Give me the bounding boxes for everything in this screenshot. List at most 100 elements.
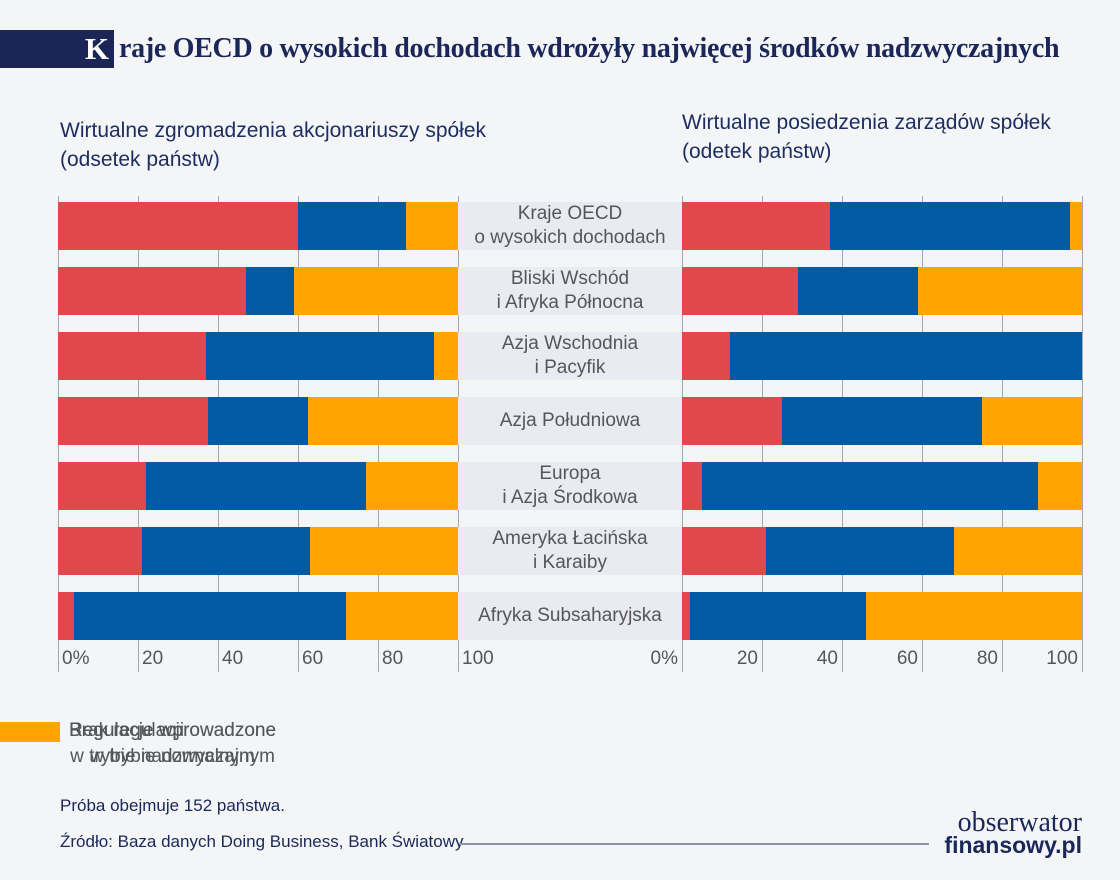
- left-chart-title-line1: Wirtualne zgromadzenia akcjonariuszy spó…: [60, 119, 487, 142]
- bar-segment: [58, 267, 246, 315]
- bar-row: [682, 332, 1082, 380]
- axis-tick-label: 20: [142, 648, 164, 669]
- bar-segment: [866, 592, 1082, 640]
- legend-item-no-regulations: Brak regulacji: [0, 718, 184, 744]
- footer-divider: [459, 843, 929, 845]
- axis-tick-label: 100: [1046, 648, 1078, 669]
- bar-segment: [682, 397, 782, 445]
- bar-segment: [58, 202, 298, 250]
- obserwator-finansowy-logo: obserwator finansowy.pl: [944, 807, 1082, 857]
- bar-segment: [58, 592, 74, 640]
- left-chart-title: Wirtualne zgromadzenia akcjonariuszy spó…: [60, 116, 486, 174]
- bar-segment: [1038, 462, 1082, 510]
- bar-segment: [682, 527, 766, 575]
- logo-line1: obserwator: [957, 807, 1082, 838]
- bar-segment: [918, 267, 1082, 315]
- bar-segment: [798, 267, 918, 315]
- category-label: Bliski Wschód i Afryka Północna: [458, 267, 682, 315]
- bar-segment: [74, 592, 346, 640]
- category-label-line: Europa: [539, 463, 601, 484]
- category-label: Azja Wschodnia i Pacyfik: [458, 332, 682, 380]
- bar-segment: [682, 462, 702, 510]
- bar-segment: [682, 267, 798, 315]
- axis-tick-label: 60: [896, 648, 918, 669]
- legend-swatch-orange: [0, 722, 60, 742]
- category-label-line: Azja Wschodnia: [501, 333, 639, 354]
- category-label: Ameryka Łacińska i Karaiby: [458, 527, 682, 575]
- bar-segment: [346, 592, 458, 640]
- category-label-line: i Afryka Północna: [496, 292, 644, 313]
- bar-segment: [1070, 202, 1082, 250]
- bar-segment: [406, 202, 458, 250]
- category-label: Europa i Azja Środkowa: [458, 462, 682, 510]
- bar-segment: [146, 462, 366, 510]
- bar-segment: [308, 397, 458, 445]
- category-label-line: Ameryka Łacińska: [492, 528, 648, 549]
- legend-label: Regulacje wprowadzone w trybie nadzwycza…: [69, 720, 277, 767]
- grid-line: [1082, 196, 1083, 672]
- bar-segment: [294, 267, 458, 315]
- category-label-line: Afryka Subsaharyjska: [478, 605, 662, 626]
- axis-tick-label: 0%: [650, 648, 678, 669]
- bar-segment: [730, 332, 1082, 380]
- bar-row: [58, 527, 458, 575]
- category-label-line: Kraje OECD: [517, 203, 623, 224]
- bar-row: [682, 527, 1082, 575]
- stacked-bar-chart: 0% 20 40 60 80 100 0% 20 40 60 80 100 Kraje OECD o wy…: [58, 196, 1083, 672]
- bar-segment: [58, 397, 208, 445]
- axis-tick-label: 100: [462, 648, 494, 669]
- bar-row: [682, 267, 1082, 315]
- bar-segment: [982, 397, 1082, 445]
- category-label-line: Bliski Wschód: [510, 268, 630, 289]
- right-chart-title-line2: (odetek państw): [682, 140, 832, 163]
- bar-segment: [208, 397, 308, 445]
- bar-segment: [766, 527, 954, 575]
- category-label: Kraje OECD o wysokich dochodach: [458, 202, 682, 250]
- bar-segment: [682, 592, 690, 640]
- bar-row: [58, 202, 458, 250]
- bar-segment: [246, 267, 294, 315]
- bar-segment: [298, 202, 406, 250]
- axis-tick-label: 40: [816, 648, 838, 669]
- axis-tick-label: 80: [976, 648, 998, 669]
- bar-segment: [366, 462, 458, 510]
- bar-segment: [682, 332, 730, 380]
- axis-tick-label: 0%: [62, 648, 90, 669]
- bar-segment: [702, 462, 1038, 510]
- category-label-line: i Azja Środkowa: [502, 487, 638, 508]
- bar-segment: [58, 332, 206, 380]
- bar-row: [682, 397, 1082, 445]
- right-chart-title-line1: Wirtualne posiedzenia zarządów spółek: [682, 111, 1051, 134]
- bar-row: [682, 592, 1082, 640]
- bar-segment: [310, 527, 458, 575]
- bar-segment: [682, 202, 830, 250]
- bar-row: [682, 202, 1082, 250]
- axis-tick-label: 40: [222, 648, 244, 669]
- right-chart-title: Wirtualne posiedzenia zarządów spółek (o…: [682, 108, 1051, 166]
- category-label-line: Azja Południowa: [499, 410, 641, 431]
- source-note: Źródło: Baza danych Doing Business, Bank…: [60, 832, 464, 851]
- legend-label: Brak regulacji: [69, 720, 185, 741]
- legend-label: Regulacje wprowadzone w trybie normalnym: [69, 720, 277, 767]
- bar-row: [682, 462, 1082, 510]
- title-initial-box: K: [0, 30, 114, 68]
- category-label: Afryka Subsaharyjska: [458, 592, 682, 640]
- bar-segment: [58, 462, 146, 510]
- page-title: K raje OECD o wysokich dochodach wdrożył…: [0, 30, 1060, 68]
- bar-row: [58, 462, 458, 510]
- axis-tick-label: 60: [302, 648, 324, 669]
- sample-note: Próba obejmuje 152 państwa.: [60, 796, 285, 815]
- bar-segment: [434, 332, 458, 380]
- category-label-line: o wysokich dochodach: [474, 227, 666, 248]
- bar-row: [58, 267, 458, 315]
- title-text: raje OECD o wysokich dochodach wdrożyły …: [119, 33, 1060, 64]
- bar-segment: [830, 202, 1070, 250]
- bar-row: [58, 592, 458, 640]
- category-label: Azja Południowa: [458, 397, 682, 445]
- category-label-line: i Pacyfik: [534, 357, 606, 378]
- bar-segment: [142, 527, 310, 575]
- title-initial-letter: K: [84, 31, 109, 66]
- bar-segment: [58, 527, 142, 575]
- bar-segment: [206, 332, 434, 380]
- left-chart-title-line2: (odsetek państw): [60, 148, 220, 171]
